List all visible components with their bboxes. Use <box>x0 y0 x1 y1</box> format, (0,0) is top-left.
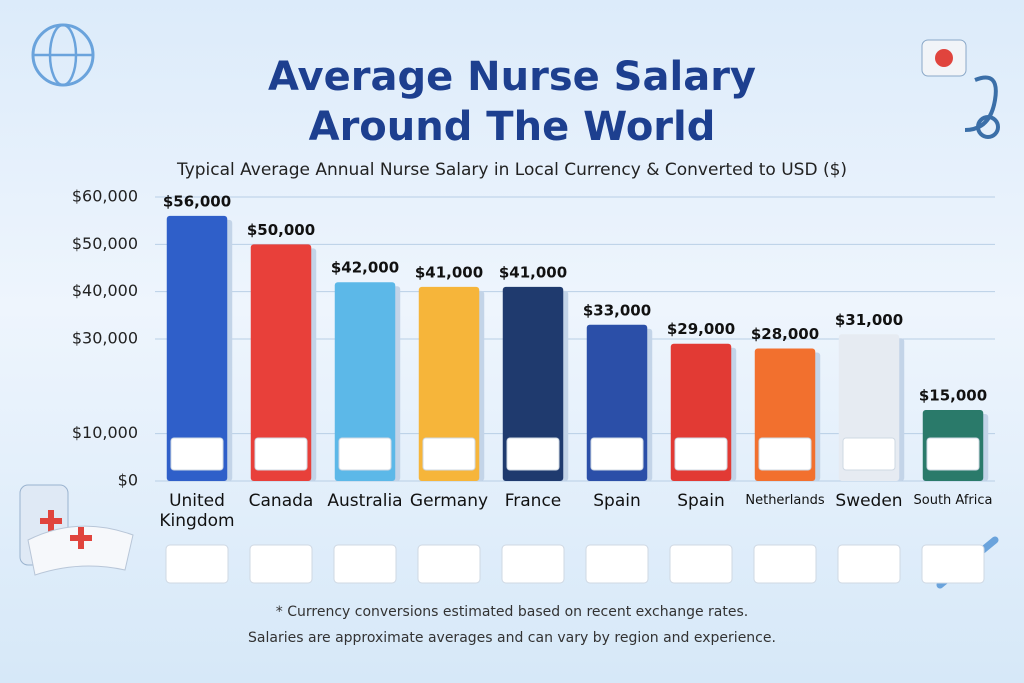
x-tick-label: South Africa <box>913 493 993 508</box>
y-tick-label: $30,000 <box>72 329 138 348</box>
x-tick-label: Canada <box>248 491 314 511</box>
x-tick-label: Spain <box>593 491 641 511</box>
y-tick-label: $60,000 <box>72 187 138 206</box>
bar <box>250 244 312 481</box>
nurse-cap-icon <box>70 527 92 549</box>
value-label: $41,000 <box>499 263 567 281</box>
flag-row-icon <box>165 544 229 584</box>
bar <box>334 282 396 481</box>
flag-badge <box>674 437 728 471</box>
value-label: $50,000 <box>247 221 315 239</box>
x-tick-label: United Kingdom <box>159 491 235 531</box>
footnote: * Currency conversions estimated based o… <box>275 604 749 620</box>
value-label: $56,000 <box>163 192 231 210</box>
pill-bottle-icon <box>935 49 953 67</box>
nurse-cap-icon <box>27 525 134 576</box>
flag-row-icon <box>753 544 817 584</box>
y-tick-label: $40,000 <box>72 281 138 300</box>
x-tick-label: France <box>504 491 562 511</box>
flag-row-icon <box>669 544 733 584</box>
bar <box>166 215 228 481</box>
value-label: $31,000 <box>835 311 903 329</box>
flag-badge <box>170 437 224 471</box>
y-tick-label: $0 <box>118 471 138 490</box>
y-tick-label: $50,000 <box>72 234 138 253</box>
flag-row-icon <box>333 544 397 584</box>
flag-badge <box>506 437 560 471</box>
flag-row-icon <box>501 544 565 584</box>
value-label: $41,000 <box>415 263 483 281</box>
footnote: Salaries are approximate averages and ca… <box>248 630 776 646</box>
value-label: $29,000 <box>667 320 735 338</box>
flag-badge <box>590 437 644 471</box>
flag-badge <box>926 437 980 471</box>
x-tick-label: Sweden <box>835 491 903 511</box>
flag-badge <box>254 437 308 471</box>
medicine-bottle-icon <box>40 510 62 532</box>
flag-row-icon <box>837 544 901 584</box>
value-label: $28,000 <box>751 325 819 343</box>
value-label: $42,000 <box>331 259 399 277</box>
x-tick-label: Netherlands <box>745 493 825 508</box>
bar <box>502 286 564 481</box>
flag-row-icon <box>249 544 313 584</box>
flag-row-icon <box>417 544 481 584</box>
chart-subtitle: Typical Average Annual Nurse Salary in L… <box>176 160 848 180</box>
flag-row-icon <box>585 544 649 584</box>
x-tick-label: Australia <box>327 491 403 511</box>
value-label: $33,000 <box>583 301 651 319</box>
bar <box>418 286 480 481</box>
flag-badge <box>758 437 812 471</box>
chart-title: Average Nurse Salary Around The World <box>268 54 756 150</box>
value-label: $15,000 <box>919 387 987 405</box>
flag-badge <box>422 437 476 471</box>
stethoscope-icon <box>976 115 1000 139</box>
flag-badge <box>842 437 896 471</box>
x-tick-label: Germany <box>409 491 489 511</box>
flag-row-icon <box>921 544 985 584</box>
y-tick-label: $10,000 <box>72 423 138 442</box>
flag-badge <box>338 437 392 471</box>
x-tick-label: Spain <box>677 491 725 511</box>
